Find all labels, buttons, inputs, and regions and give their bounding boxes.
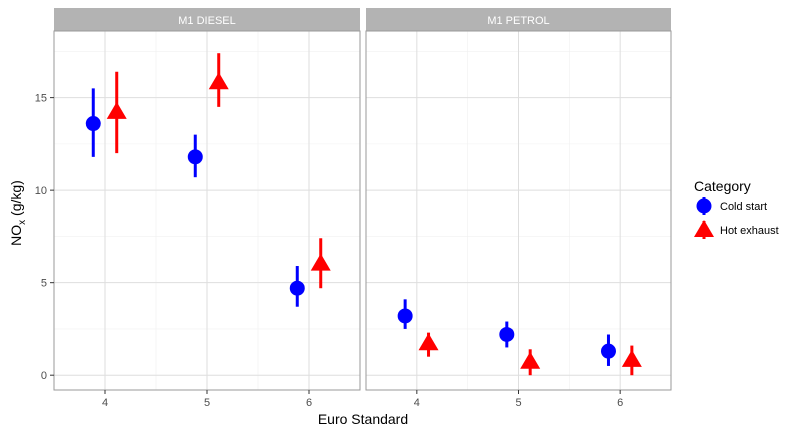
x-tick-label: 6 [306,397,312,409]
legend-title: Category [694,178,751,194]
y-tick-label: 0 [41,370,47,382]
data-point [600,343,616,359]
y-axis-title-suffix: (g/kg) [8,180,24,220]
y-tick-label: 10 [35,185,47,197]
x-tick-label: 6 [617,397,623,409]
legend-label: Cold start [720,201,767,213]
x-axis-title: Euro Standard [318,411,408,427]
y-axis-title-base: NO [8,225,24,246]
data-point [520,351,541,369]
data-point [106,101,127,119]
x-tick-label: 5 [515,397,521,409]
data-point [621,349,642,367]
y-axis: 0 5 10 15 [35,93,54,382]
facet-panels: M1 DIESEL 4 5 6 M1 PETROL 4 5 6 [53,8,672,409]
facet-strip [54,8,360,31]
facet-strip-label: M1 DIESEL [178,15,235,27]
y-tick-label: 5 [41,278,47,290]
data-point [499,326,515,342]
data-point [187,149,203,165]
x-tick-label: 4 [102,397,108,409]
legend-key-marker [694,220,714,237]
data-point [310,253,331,271]
facet-panel: M1 DIESEL 4 5 6 [53,8,361,409]
data-point [418,333,439,351]
data-point [397,308,413,324]
facet-panel: M1 PETROL 4 5 6 [365,8,672,409]
x-tick-label: 5 [204,397,210,409]
y-axis-title-subscript: x [17,220,28,225]
x-tick-label: 4 [414,397,420,409]
facet-strip [366,8,671,31]
y-axis-title: NOx (g/kg) [8,180,28,246]
legend-key-marker [696,198,712,214]
legend: Category Cold start Hot exhaust [694,178,779,239]
data-point [289,280,305,296]
legend-label: Hot exhaust [720,225,779,237]
facet-strip-label: M1 PETROL [487,15,549,27]
data-point [85,116,101,132]
data-point [208,72,229,90]
y-tick-label: 15 [35,93,47,105]
